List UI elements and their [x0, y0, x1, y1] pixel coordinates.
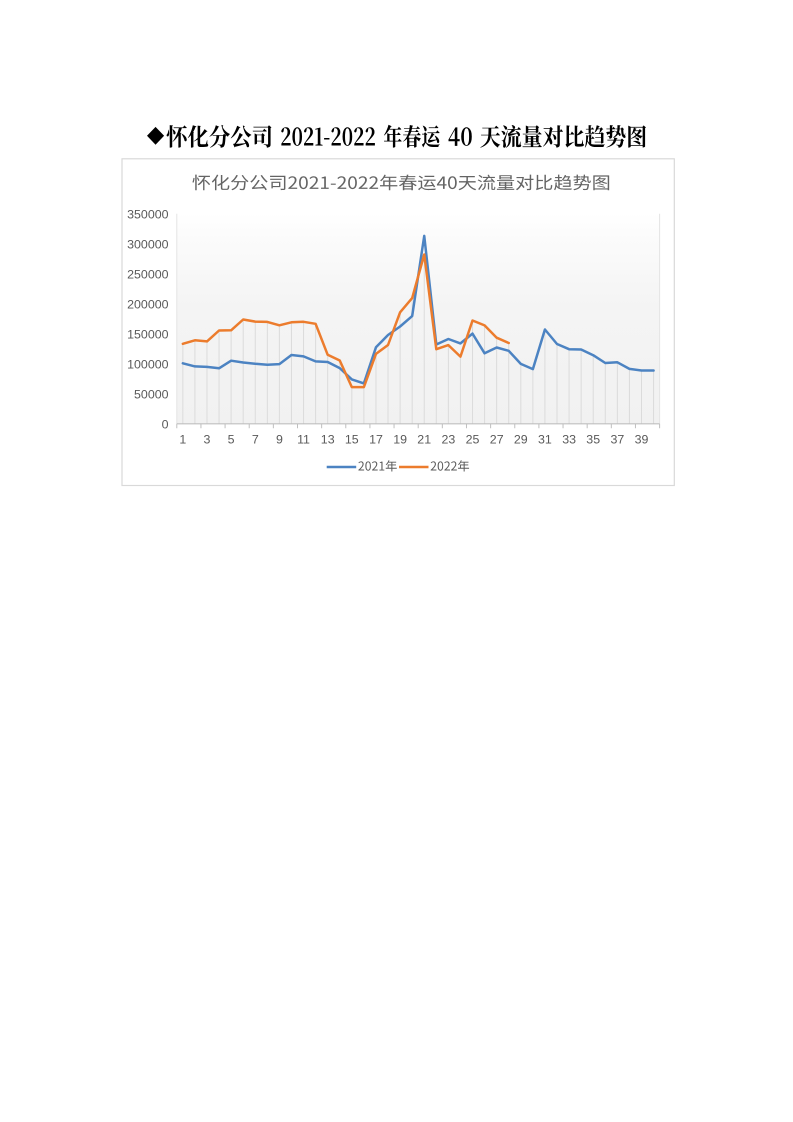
svg-text:300000: 300000: [127, 237, 168, 251]
svg-text:23: 23: [442, 432, 456, 446]
svg-text:31: 31: [538, 432, 552, 446]
svg-text:29: 29: [514, 432, 528, 446]
svg-text:15: 15: [345, 432, 359, 446]
svg-text:11: 11: [297, 432, 310, 446]
svg-text:39: 39: [635, 432, 649, 446]
svg-text:0: 0: [162, 417, 169, 431]
svg-text:25: 25: [466, 432, 480, 446]
svg-text:27: 27: [490, 432, 504, 446]
svg-text:13: 13: [321, 432, 335, 446]
svg-text:37: 37: [611, 432, 625, 446]
svg-text:21: 21: [417, 432, 431, 446]
svg-text:35: 35: [586, 432, 600, 446]
svg-text:5: 5: [228, 432, 235, 446]
svg-text:150000: 150000: [127, 327, 168, 341]
svg-text:17: 17: [369, 432, 383, 446]
svg-text:100000: 100000: [127, 357, 168, 371]
svg-text:9: 9: [276, 432, 283, 446]
svg-text:33: 33: [562, 432, 576, 446]
svg-text:7: 7: [252, 432, 259, 446]
svg-text:250000: 250000: [127, 267, 168, 281]
svg-text:19: 19: [393, 432, 407, 446]
svg-text:3: 3: [204, 432, 211, 446]
svg-text:350000: 350000: [127, 207, 168, 221]
svg-text:1: 1: [179, 432, 186, 446]
svg-text:50000: 50000: [134, 387, 169, 401]
svg-text:200000: 200000: [127, 297, 168, 311]
